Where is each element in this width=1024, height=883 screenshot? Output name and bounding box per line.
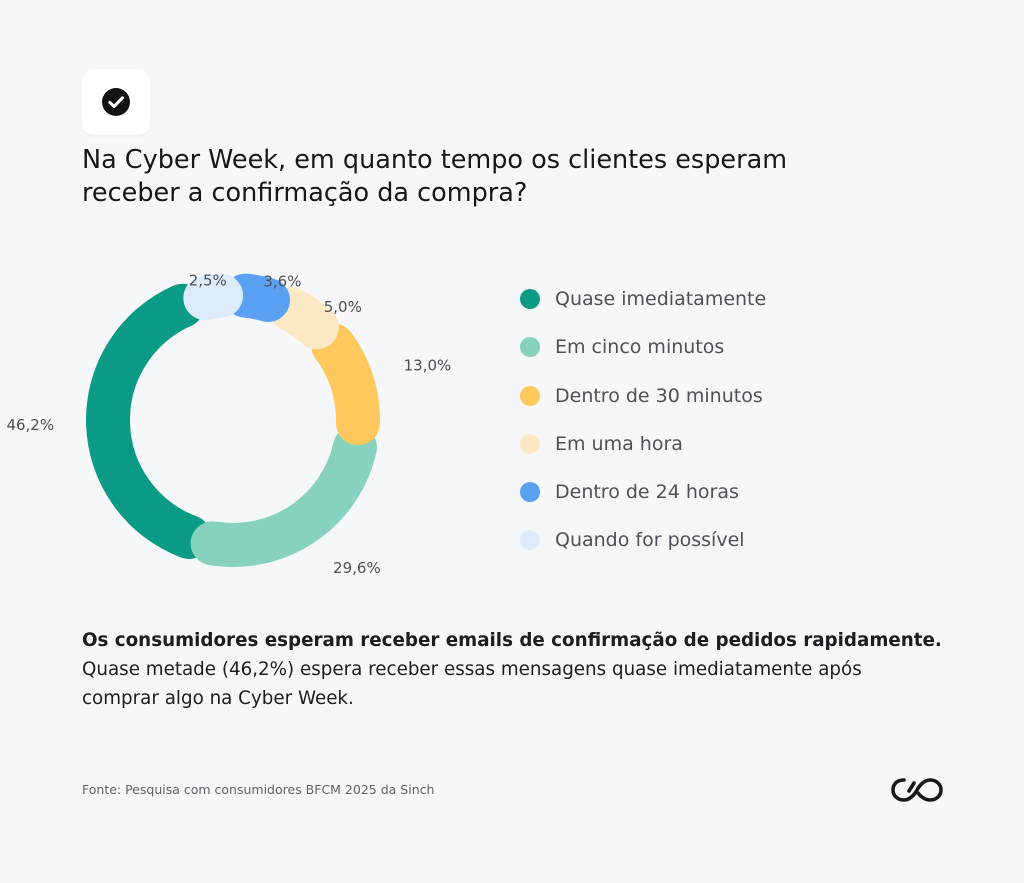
sinch-logo-icon [890, 776, 944, 808]
legend-swatch [520, 289, 540, 309]
donut-chart-svg: 46,2% 29,6% 13,0% 5,0% 3,6% 2,5% [6, 272, 452, 577]
donut-segment-quase-imediatamente [86, 283, 212, 560]
legend-item-quase-imediatamente: Quase imediatamente [520, 283, 766, 331]
data-label-dentro-de-30-minutos: 13,0% [404, 356, 452, 374]
summary-headline: Os consumidores esperam receber emails d… [82, 630, 942, 651]
data-label-dentro-de-24-horas: 3,6% [263, 272, 301, 290]
legend-swatch [520, 385, 540, 406]
legend-label: Quase imediatamente [555, 288, 767, 310]
donut-segment-dentro-de-30-minutos [311, 323, 380, 446]
data-label-em-cinco-minutos: 29,6% [333, 559, 381, 577]
check-circle-icon [102, 88, 130, 116]
legend-item-em-uma-hora: Em uma hora [520, 428, 766, 476]
legend-label: Dentro de 30 minutos [555, 384, 763, 407]
donut-segment-em-cinco-minutos [190, 425, 377, 567]
legend-swatch [520, 482, 540, 503]
donut-segment-dentro-de-24-horas [223, 273, 291, 323]
legend-swatch [520, 337, 540, 358]
data-label-quando-for-possivel: 2,5% [189, 272, 227, 290]
data-label-quase-imediatamente: 46,2% [6, 416, 54, 434]
legend-swatch [520, 530, 540, 551]
legend-item-em-cinco-minutos: Em cinco minutos [520, 331, 766, 379]
legend-label: Quando for possível [555, 529, 745, 552]
chart-legend: Quase imediatamente Em cinco minutos Dentr… [520, 283, 766, 573]
legend-label: Dentro de 24 horas [555, 481, 739, 504]
legend-item-quando-for-possivel: Quando for possível [520, 524, 766, 572]
data-label-em-uma-hora: 5,0% [324, 298, 362, 316]
summary: Os consumidores esperam receber emails d… [82, 626, 942, 713]
title-line-1: Na Cyber Week, em quanto tempo os client… [82, 145, 788, 175]
donut-segment-em-uma-hora [268, 287, 339, 350]
legend-label: Em cinco minutos [555, 336, 725, 359]
chart-title: Na Cyber Week, em quanto tempo os client… [82, 144, 842, 210]
legend-item-dentro-de-30-minutos: Dentro de 30 minutos [520, 380, 766, 428]
check-badge [82, 69, 150, 135]
legend-item-dentro-de-24-horas: Dentro de 24 horas [520, 476, 766, 524]
summary-body: Quase metade (46,2%) espera receber essa… [82, 659, 862, 709]
donut-segment-quando-for-possivel [183, 273, 244, 321]
legend-label: Em uma hora [555, 432, 683, 455]
legend-swatch [520, 433, 540, 454]
title-line-2: receber a confirmação da compra? [82, 178, 528, 208]
donut-chart: 46,2% 29,6% 13,0% 5,0% 3,6% 2,5% [6, 255, 470, 605]
source-note: Fonte: Pesquisa com consumidores BFCM 20… [82, 782, 435, 797]
